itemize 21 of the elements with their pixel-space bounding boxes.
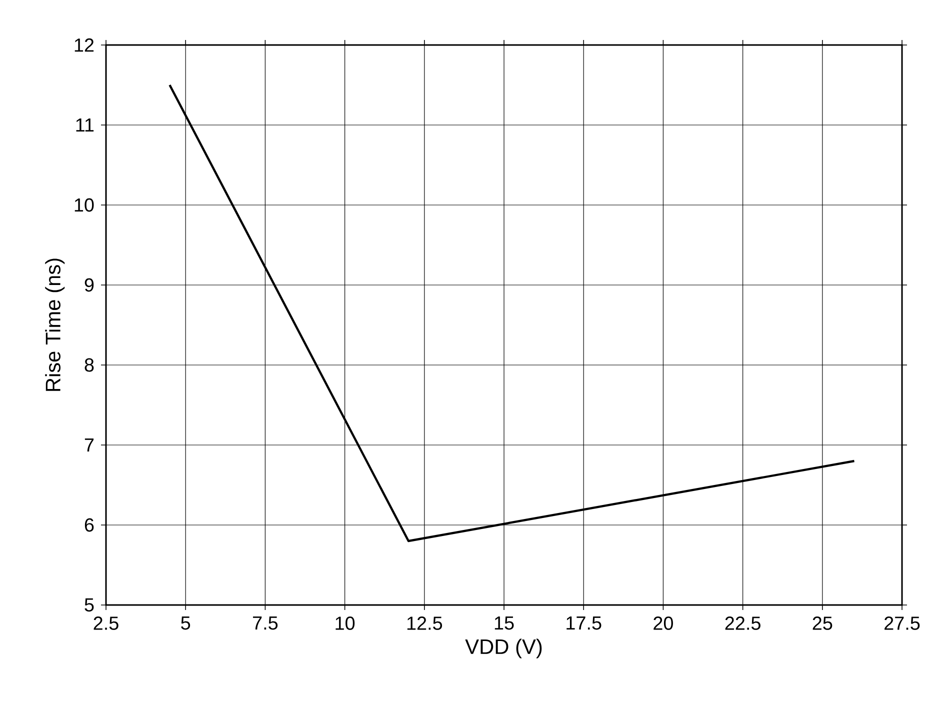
- x-tick-label: 25: [812, 616, 832, 630]
- y-tick-label: 11: [76, 118, 94, 132]
- x-tick-label: 17.5: [566, 616, 602, 630]
- x-tick-label: 15: [494, 616, 514, 630]
- y-tick-label: 12: [74, 38, 94, 52]
- x-tick-label: 22.5: [725, 616, 760, 630]
- x-tick-label: 2.5: [94, 616, 118, 630]
- y-tick-label: 10: [74, 198, 94, 212]
- y-axis-title: Rise Time (ns): [45, 258, 65, 391]
- y-tick-label: 6: [84, 518, 94, 532]
- x-axis-title: VDD (V): [465, 638, 542, 658]
- y-tick-label: 8: [84, 358, 94, 372]
- x-tick-label: 10: [336, 616, 355, 630]
- y-tick-label: 9: [84, 278, 94, 292]
- x-tick-label: 12.5: [407, 616, 442, 630]
- y-tick-label: 5: [84, 598, 94, 612]
- x-tick-label: 7.5: [253, 616, 278, 630]
- x-tick-label: 5: [181, 616, 190, 630]
- x-tick-label: 27.5: [884, 616, 920, 630]
- y-tick-label: 7: [84, 438, 94, 452]
- x-tick-label: 20: [654, 616, 673, 630]
